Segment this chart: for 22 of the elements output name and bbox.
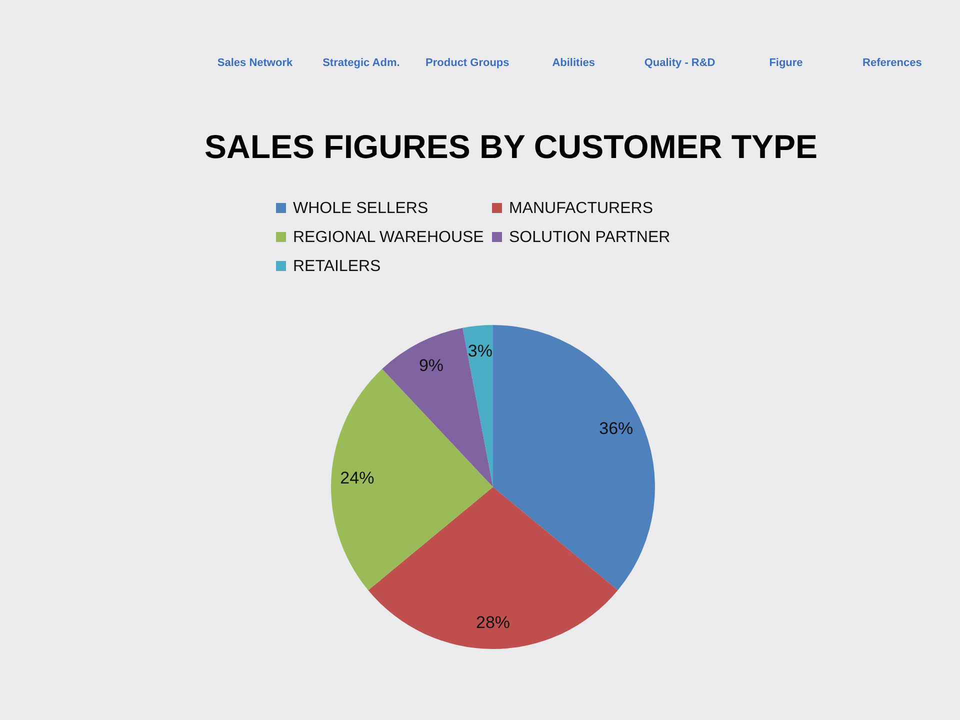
data-label: 3%: [468, 342, 492, 361]
legend-label: RETAILERS: [293, 258, 381, 275]
text: References: [862, 57, 922, 69]
pie-slice: [462, 325, 493, 487]
pie-slice: [493, 325, 655, 590]
text: Strategic Adm.: [322, 57, 400, 69]
text: Figure: [769, 57, 803, 69]
legend-label: REGIONAL WAREHOUSE: [293, 229, 484, 246]
text: Abilities: [552, 57, 595, 69]
text: Sales Network: [217, 57, 294, 69]
data-label: 9%: [418, 356, 444, 375]
text: Product Groups: [426, 57, 510, 69]
pie-slice: [382, 328, 493, 487]
text: Quality - R&D: [644, 57, 716, 69]
data-label: 36%: [599, 419, 634, 438]
chart-title: SALES FIGURES BY CUSTOMER TYPE: [204, 128, 818, 165]
pie-slice: [368, 487, 618, 649]
legend-label: WHOLE SELLERS: [293, 200, 428, 217]
data-label: 28%: [476, 613, 510, 632]
legend-label: SOLUTION PARTNER: [509, 229, 670, 246]
legend-label: MANUFACTURERS: [509, 200, 654, 217]
data-label: 24%: [340, 468, 374, 488]
